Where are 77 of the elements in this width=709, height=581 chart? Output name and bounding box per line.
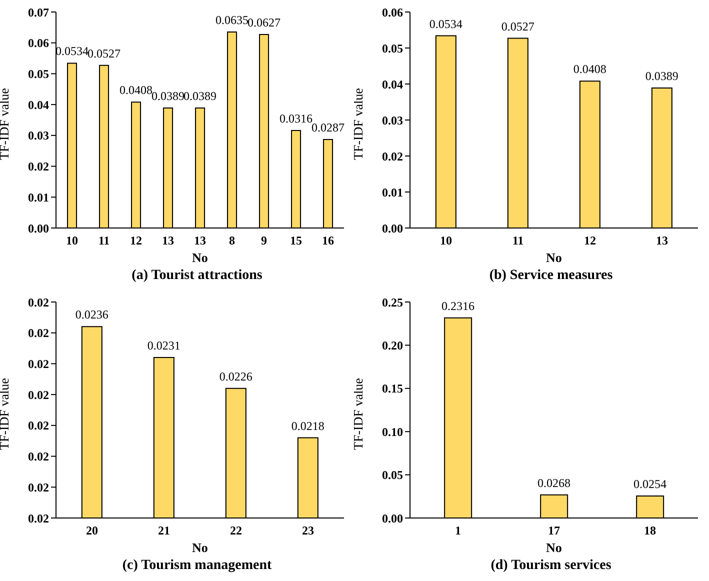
x-tick-label: 18 [644,524,656,538]
y-tick-label: 0.06 [382,5,403,20]
x-tick-label: 11 [512,234,524,248]
data-label: 0.0254 [634,477,667,492]
y-tick-label: 0.15 [382,382,403,396]
x-tick-label: 17 [548,524,560,538]
data-label: 0.0527 [501,19,534,34]
x-axis-title: No [546,250,562,265]
x-tick-label: 11 [98,234,110,248]
x-tick-label: 12 [584,234,596,248]
y-tick-label: 0.02 [28,511,49,526]
x-tick-label: 10 [66,234,78,248]
y-tick-label: 0.02 [28,160,49,174]
data-label: 0.0627 [248,16,281,30]
y-tick-label: 0.01 [382,185,403,200]
y-tick-label: 0.00 [28,221,49,236]
text: (b) Service measures [488,268,614,284]
y-tick-label: 0.02 [28,295,49,310]
data-label: 0.0218 [291,418,324,433]
x-tick-label: 13 [194,234,206,248]
text: (d) Tourism services [490,558,612,574]
x-axis-title: No [546,540,562,555]
y-tick-label: 0.04 [28,98,49,112]
y-tick-label: 0.05 [382,468,403,482]
data-label: 0.0226 [219,369,252,384]
data-label: 0.0408 [573,62,606,76]
x-tick-label: 13 [162,234,174,248]
y-tick-label: 0.02 [28,480,49,494]
data-label: 0.0408 [120,83,153,98]
data-label: 0.0534 [429,16,462,31]
y-tick-label: 0.02 [28,356,49,371]
y-tick-label: 0.02 [28,326,49,340]
x-axis-title: No [192,250,208,265]
data-label: 0.0389 [645,68,678,83]
y-tick-label: 0.20 [382,338,403,352]
x-tick-label: 12 [130,234,142,248]
y-tick-label: 0.02 [28,450,49,464]
data-label: 0.0268 [538,476,571,490]
y-tick-label: 0.00 [382,221,403,236]
data-label: 0.0389 [184,88,217,103]
y-tick-label: 0.06 [28,36,49,50]
x-tick-label: 23 [302,524,314,538]
x-tick-label: 15 [290,234,302,248]
data-label: 0.0287 [312,120,345,134]
y-tick-label: 0.05 [28,66,49,81]
data-label: 0.0316 [280,111,313,126]
data-label: 0.0389 [152,88,185,103]
x-tick-label: 21 [158,524,170,538]
x-tick-label: 1 [455,524,461,538]
y-tick-label: 0.05 [382,41,403,56]
data-label: 0.0231 [147,338,180,353]
text: (c) Tourism management [121,558,273,574]
data-label: 0.0527 [88,46,121,60]
text: (a) Tourist attractions [130,268,264,284]
y-tick-label: 0.00 [382,511,403,526]
x-tick-label: 8 [229,234,235,248]
x-tick-label: 16 [322,234,334,248]
y-tick-label: 0.03 [382,113,403,128]
data-label: 0.0635 [216,13,249,28]
data-label: 0.0236 [75,308,108,322]
data-label: 0.2316 [442,298,475,313]
y-tick-label: 0.02 [28,388,49,402]
y-tick-label: 0.10 [382,424,403,439]
x-tick-label: 10 [440,234,452,248]
y-tick-label: 0.07 [28,5,49,20]
y-tick-label: 0.25 [382,295,403,310]
x-axis-title: No [192,540,208,555]
x-tick-label: 20 [86,524,98,538]
y-tick-label: 0.01 [28,190,49,204]
y-tick-label: 0.02 [382,149,403,164]
data-label: 0.0534 [56,44,89,58]
x-tick-label: 22 [230,524,242,538]
x-tick-label: 9 [261,234,267,248]
y-tick-label: 0.04 [382,77,403,92]
y-tick-label: 0.03 [28,128,49,143]
x-tick-label: 13 [656,234,668,248]
y-tick-label: 0.02 [28,418,49,433]
